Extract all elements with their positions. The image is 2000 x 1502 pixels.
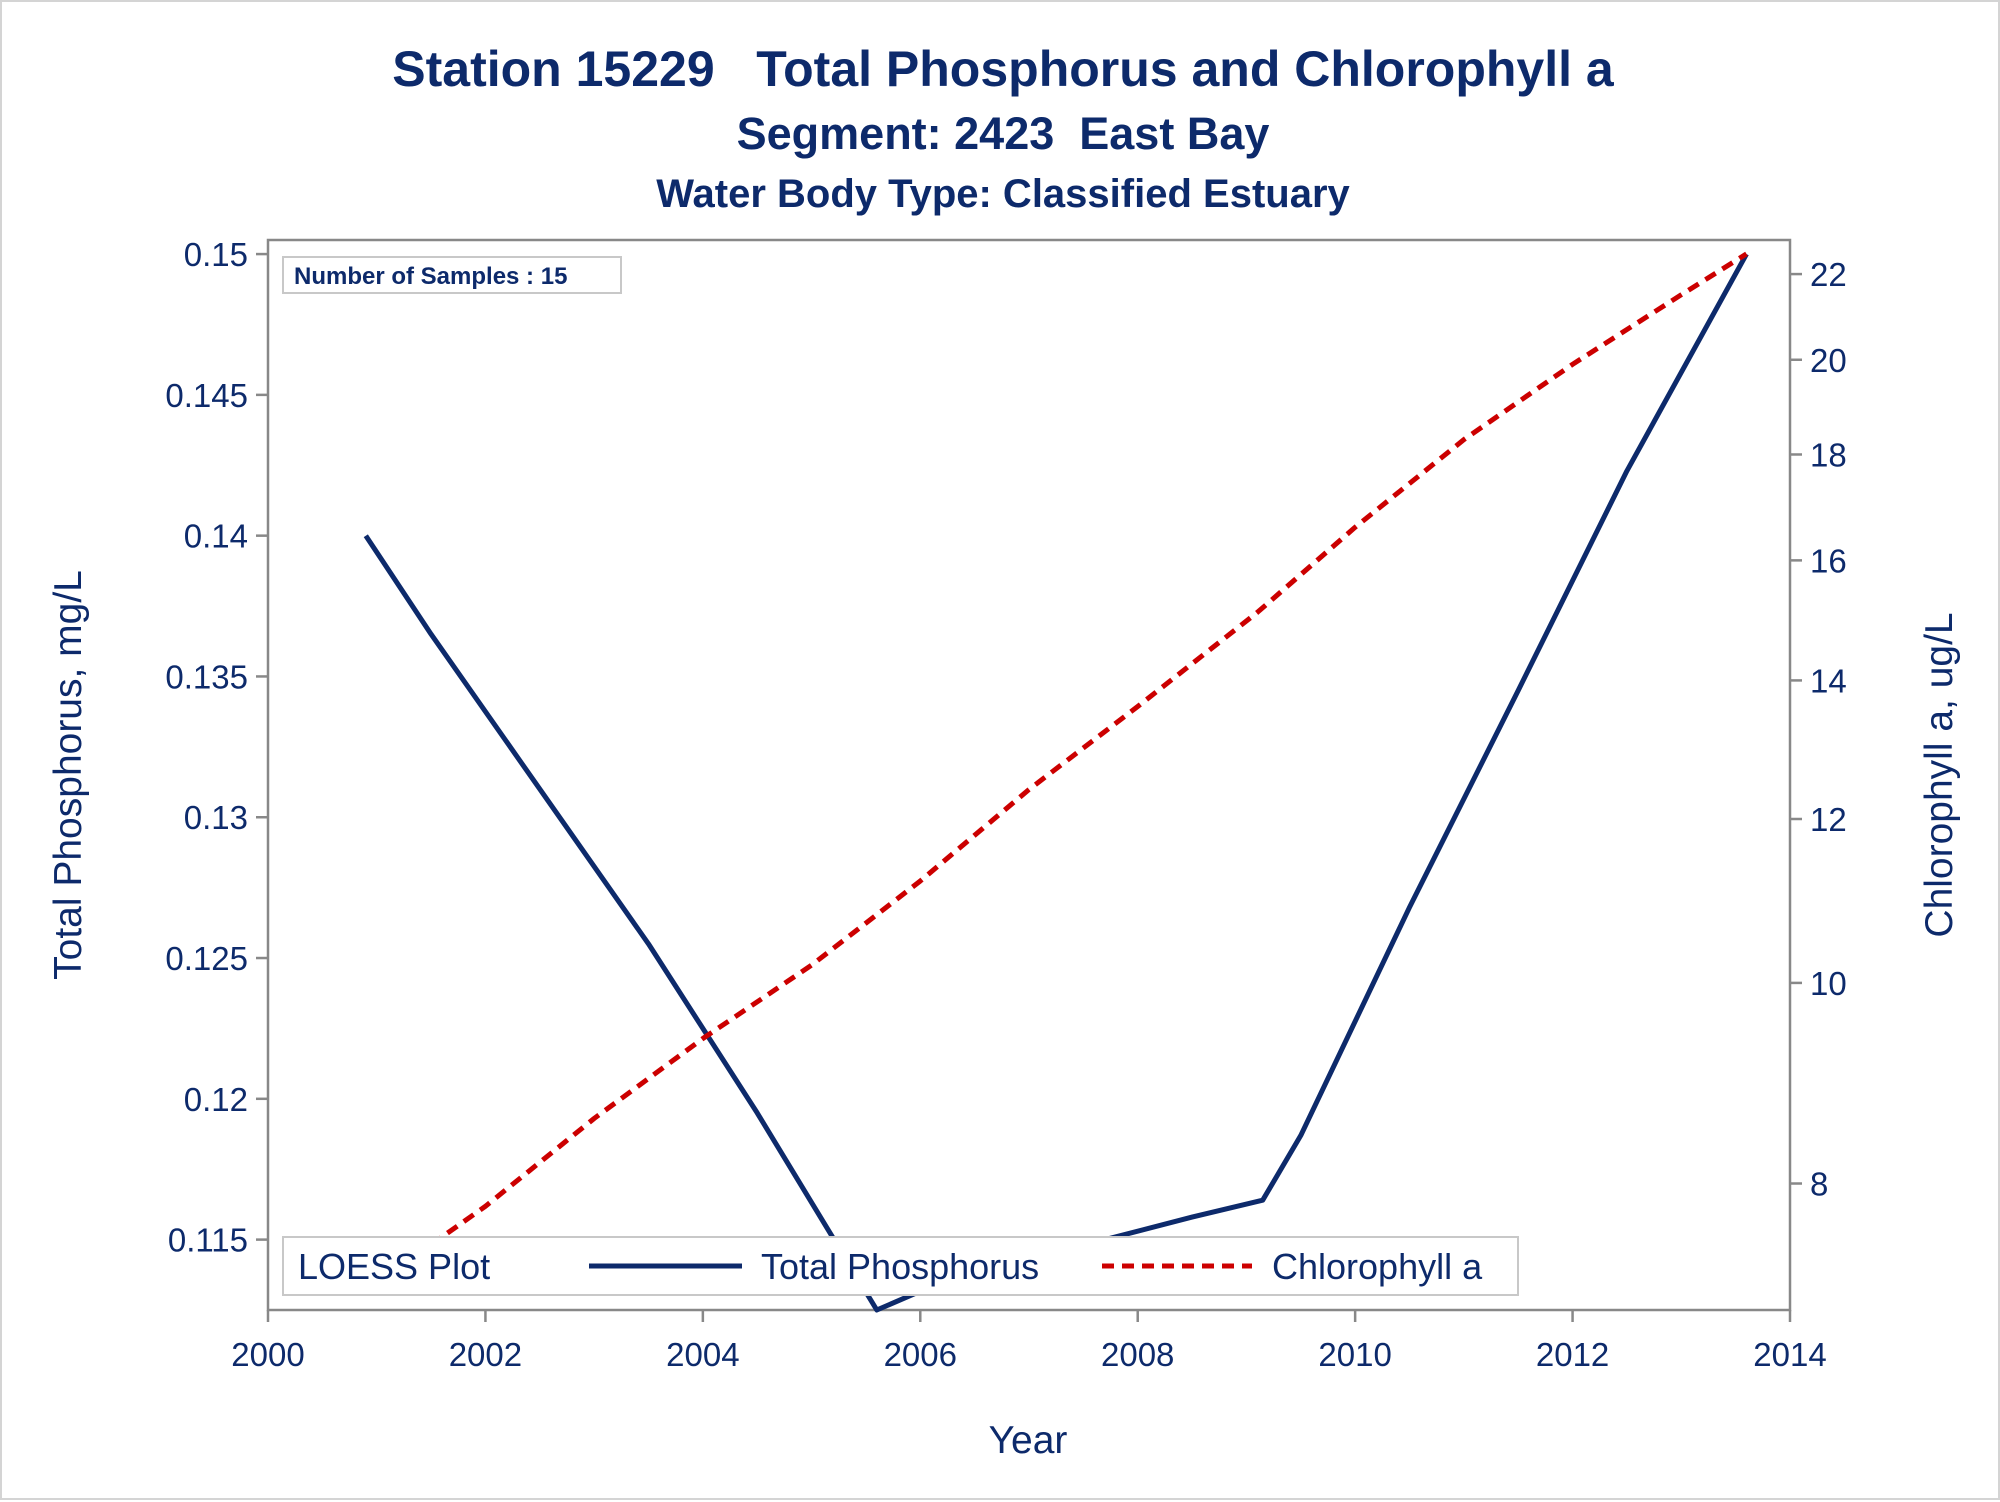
y-tick-label: 0.15 (184, 236, 248, 273)
y2-tick-label: 22 (1810, 256, 1847, 293)
y-axis-ticks: 0.115 0.12 0.125 0.13 0.135 0.14 0.145 0.15 (165, 236, 268, 1259)
x-axis-label: Year (989, 1419, 1068, 1462)
legend-entry-total-phosphorus: Total Phosphorus (761, 1246, 1039, 1287)
series-line-chlorophyll-a (364, 251, 1748, 1293)
y-tick-label: 0.145 (165, 377, 248, 414)
y2-axis-label: Chlorophyll a, ug/L (1918, 612, 1961, 937)
x-tick-label: 2010 (1318, 1336, 1391, 1373)
x-tick-label: 2014 (1753, 1336, 1826, 1373)
y2-tick-label: 14 (1810, 662, 1847, 699)
x-axis-ticks: 2000 2002 2004 2006 2008 2010 2012 2014 (231, 1310, 1827, 1373)
y-tick-label: 0.115 (168, 1222, 248, 1259)
y2-tick-label: 10 (1810, 965, 1847, 1002)
legend-entry-chlorophyll-a: Chlorophyll a (1272, 1246, 1483, 1287)
x-tick-label: 2012 (1536, 1336, 1609, 1373)
legend-title: LOESS Plot (298, 1246, 490, 1287)
y-tick-label: 0.125 (165, 940, 248, 977)
x-tick-label: 2006 (884, 1336, 957, 1373)
y2-tick-label: 20 (1810, 342, 1847, 379)
y-axis-label: Total Phosphorus, mg/L (47, 570, 90, 980)
y2-tick-label: 16 (1810, 542, 1847, 579)
y2-tick-label: 12 (1810, 801, 1847, 838)
x-tick-label: 2004 (666, 1336, 739, 1373)
plot-area (266, 238, 1792, 1312)
x-tick-label: 2002 (449, 1336, 522, 1373)
chart-title: Station 15229 Total Phosphorus and Chlor… (392, 41, 1615, 97)
legend: LOESS Plot Total Phosphorus Chlorophyll … (282, 1236, 1519, 1296)
y-tick-label: 0.135 (165, 658, 248, 695)
x-tick-label: 2000 (231, 1336, 304, 1373)
y-tick-label: 0.13 (184, 799, 248, 836)
sample-count-box (282, 256, 622, 294)
y-tick-label: 0.14 (184, 518, 248, 555)
chart-subtitle-2: Water Body Type: Classified Estuary (656, 172, 1350, 216)
legend-box (282, 1236, 1519, 1296)
y2-axis-ticks: 8 10 12 14 16 18 20 22 (1790, 256, 1847, 1203)
chart-subtitle: Segment: 2423 East Bay (737, 108, 1270, 159)
y2-tick-label: 8 (1810, 1166, 1828, 1203)
y-tick-label: 0.12 (184, 1081, 248, 1118)
sample-count-text: Number of Samples : 15 (294, 263, 567, 290)
y2-tick-label: 18 (1810, 436, 1847, 473)
x-tick-label: 2008 (1101, 1336, 1174, 1373)
